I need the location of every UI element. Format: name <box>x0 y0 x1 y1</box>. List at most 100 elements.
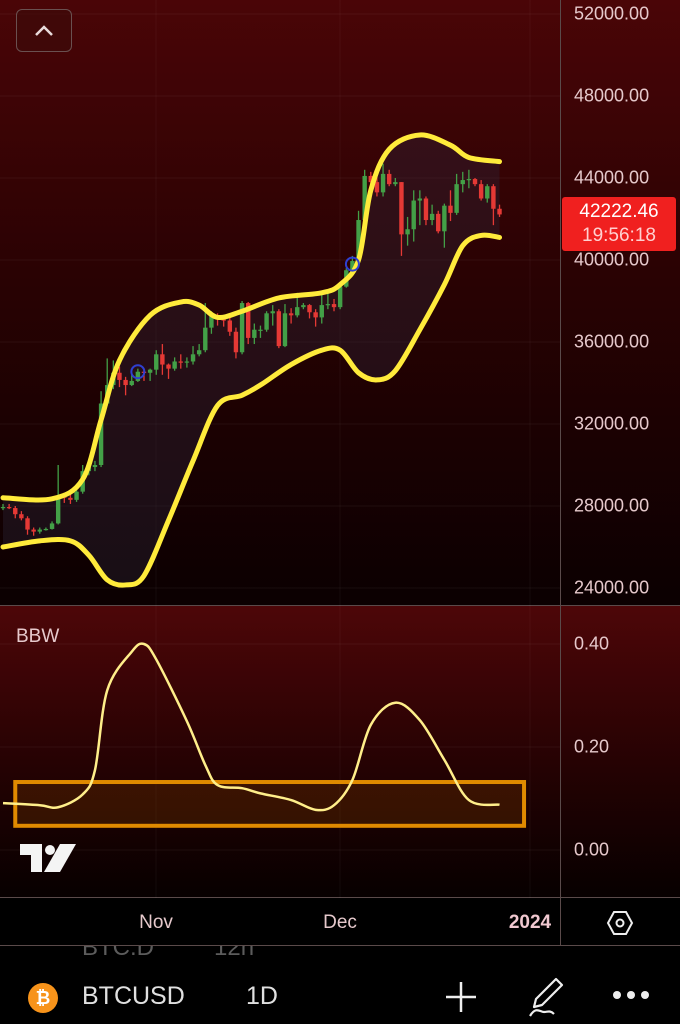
candle-body <box>282 313 288 347</box>
bbw-chart[interactable] <box>0 606 560 898</box>
candle-body <box>147 369 153 373</box>
bbw-indicator-title[interactable]: BBW <box>16 626 60 647</box>
price-tick-label: 28000.00 <box>574 495 650 516</box>
candle-body <box>25 518 30 530</box>
bbw-axis-divider <box>560 606 561 897</box>
candle-body <box>117 372 122 380</box>
time-label-nov: Nov <box>139 912 173 933</box>
candle-body <box>258 329 263 331</box>
candle-body <box>184 361 190 363</box>
candle-body <box>368 175 373 183</box>
candle-body <box>362 175 367 221</box>
candle-body <box>264 313 269 330</box>
candle-body <box>411 200 416 230</box>
candle-body <box>307 305 312 313</box>
candle-body <box>491 186 496 209</box>
bottom-toolbar: BTC.D 12h ₿ BTCUSD 1D <box>0 946 680 1024</box>
bbw-tick-label: 0.40 <box>574 633 610 654</box>
bitcoin-icon: ₿ <box>28 983 58 1013</box>
bbw-tick-label: 0.20 <box>574 736 610 757</box>
candle-body <box>55 495 61 524</box>
candle-body <box>460 180 465 185</box>
candle-body <box>239 303 245 353</box>
candle-body <box>319 305 324 318</box>
ghost-interval: 12h <box>214 946 255 961</box>
candle-body <box>405 229 410 235</box>
candle-body <box>227 320 233 332</box>
candle-body <box>399 182 404 235</box>
pen-icon[interactable] <box>526 976 566 1018</box>
bar-countdown: 19:56:18 <box>582 225 656 246</box>
candle-body <box>0 507 6 509</box>
candle-body <box>386 173 392 185</box>
interval-button[interactable]: 1D <box>246 982 278 1010</box>
time-axis[interactable]: Nov Dec 2024 <box>0 898 680 946</box>
squeeze-highlight-box <box>13 780 527 828</box>
candle-body <box>92 465 98 468</box>
candle-body <box>442 205 447 232</box>
more-dots-icon[interactable] <box>612 990 650 1000</box>
candle-body <box>485 186 490 199</box>
bbw-pane[interactable]: BBW 0.40 0.20 0.00 <box>0 606 680 898</box>
bollinger-fill <box>3 134 500 586</box>
price-tick-label: 44000.00 <box>574 167 650 188</box>
tradingview-logo <box>20 844 76 872</box>
candle-body <box>295 307 300 316</box>
collapse-button[interactable] <box>16 9 72 52</box>
candle-body <box>417 198 423 201</box>
bollinger-lower-band <box>0 232 503 588</box>
candle-body <box>301 305 306 308</box>
candle-body <box>270 311 275 314</box>
chevron-up-icon <box>35 24 53 36</box>
candle-body <box>246 303 251 338</box>
candle-body <box>6 507 12 509</box>
price-tick-label: 32000.00 <box>574 413 650 434</box>
price-axis-divider <box>560 0 561 605</box>
candle-body <box>123 379 128 386</box>
candle-body <box>472 179 478 185</box>
candle-body <box>276 311 282 347</box>
candle-body <box>448 205 453 213</box>
candle-body <box>98 403 104 465</box>
candle-body <box>331 304 337 308</box>
candle-body <box>233 331 239 353</box>
candle-body <box>423 198 429 221</box>
price-tick-label: 52000.00 <box>574 3 650 24</box>
candle-body <box>429 213 435 221</box>
candle-body <box>454 184 459 213</box>
candle-body <box>37 529 42 532</box>
price-tick-label: 48000.00 <box>574 85 650 106</box>
price-tick-label: 24000.00 <box>574 577 650 598</box>
candle-body <box>374 182 380 193</box>
last-price-value: 42222.46 <box>579 201 659 222</box>
candle-body <box>166 364 171 369</box>
candle-body <box>436 213 441 232</box>
symbol-button[interactable]: BTCUSD <box>82 982 185 1010</box>
candle-body <box>221 319 226 321</box>
price-pane[interactable]: 52000.00 48000.00 44000.00 40000.00 36000.00… <box>0 0 680 606</box>
candle-body <box>129 380 134 386</box>
candle-body <box>478 184 484 199</box>
candle-body <box>313 312 318 318</box>
plus-icon[interactable] <box>444 980 478 1014</box>
candle-body <box>190 354 196 362</box>
candle-body <box>68 497 73 500</box>
candle-body <box>203 327 208 351</box>
candle-body <box>350 261 355 271</box>
price-chart[interactable] <box>0 0 560 606</box>
candle-body <box>196 350 202 355</box>
candle-body <box>49 523 55 529</box>
ghost-symbol: BTC.D <box>82 946 154 961</box>
candle-body <box>178 361 183 363</box>
hexagon-settings-icon[interactable] <box>606 909 634 937</box>
candle-body <box>466 179 472 181</box>
candle-body <box>380 173 386 193</box>
time-label-dec: Dec <box>323 912 357 933</box>
bbw-line <box>2 642 500 812</box>
candle-body <box>356 220 361 262</box>
bbw-tick-label: 0.00 <box>574 839 610 860</box>
bollinger-upper-band <box>0 132 503 503</box>
candle-body <box>31 529 36 532</box>
time-label-2024: 2024 <box>508 912 552 933</box>
time-axis-divider <box>560 898 561 945</box>
